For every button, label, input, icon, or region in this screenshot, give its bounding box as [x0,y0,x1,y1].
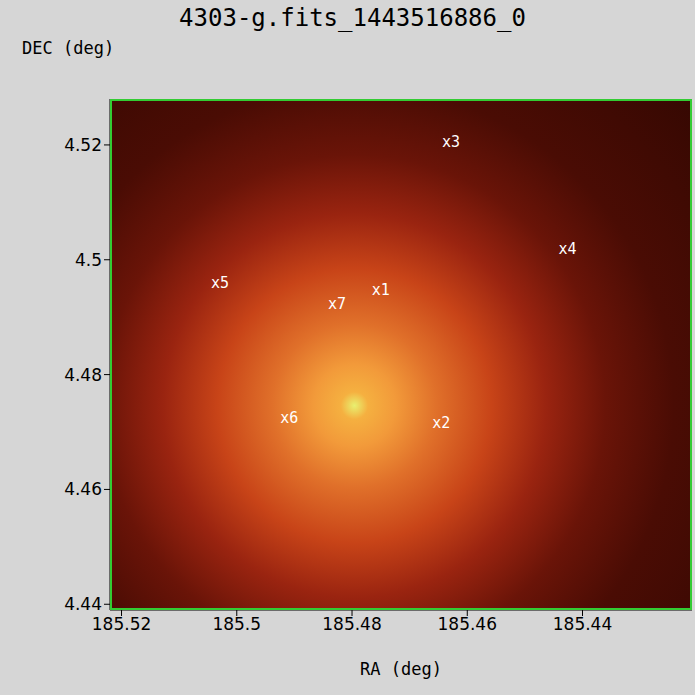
svg-text:x5: x5 [211,274,229,292]
svg-text:185.46: 185.46 [438,614,497,634]
svg-text:4.52: 4.52 [64,135,102,155]
html-text:4303-g.fits_1443516886_0: 4303-g.fits_1443516886_0 [179,4,526,32]
html-text:DEC (deg): DEC (deg) [22,38,115,58]
svg-text:x7: x7 [328,295,346,313]
svg-text:185.48: 185.48 [322,614,381,634]
svg-text:x2: x2 [432,414,450,432]
svg-text:4.44: 4.44 [64,594,102,614]
svg-text:RA (deg): RA (deg) [360,659,442,679]
svg-text:x3: x3 [442,133,460,151]
svg-text:4.48: 4.48 [64,365,102,385]
svg-text:x4: x4 [559,240,577,258]
svg-text:185.52: 185.52 [92,614,151,634]
svg-text:x6: x6 [280,409,298,427]
svg-text:4.5: 4.5 [75,250,102,270]
svg-text:185.44: 185.44 [553,614,612,634]
svg-text:4.46: 4.46 [64,479,102,499]
svg-text:185.5: 185.5 [212,614,261,634]
svg-text:x1: x1 [372,281,390,299]
